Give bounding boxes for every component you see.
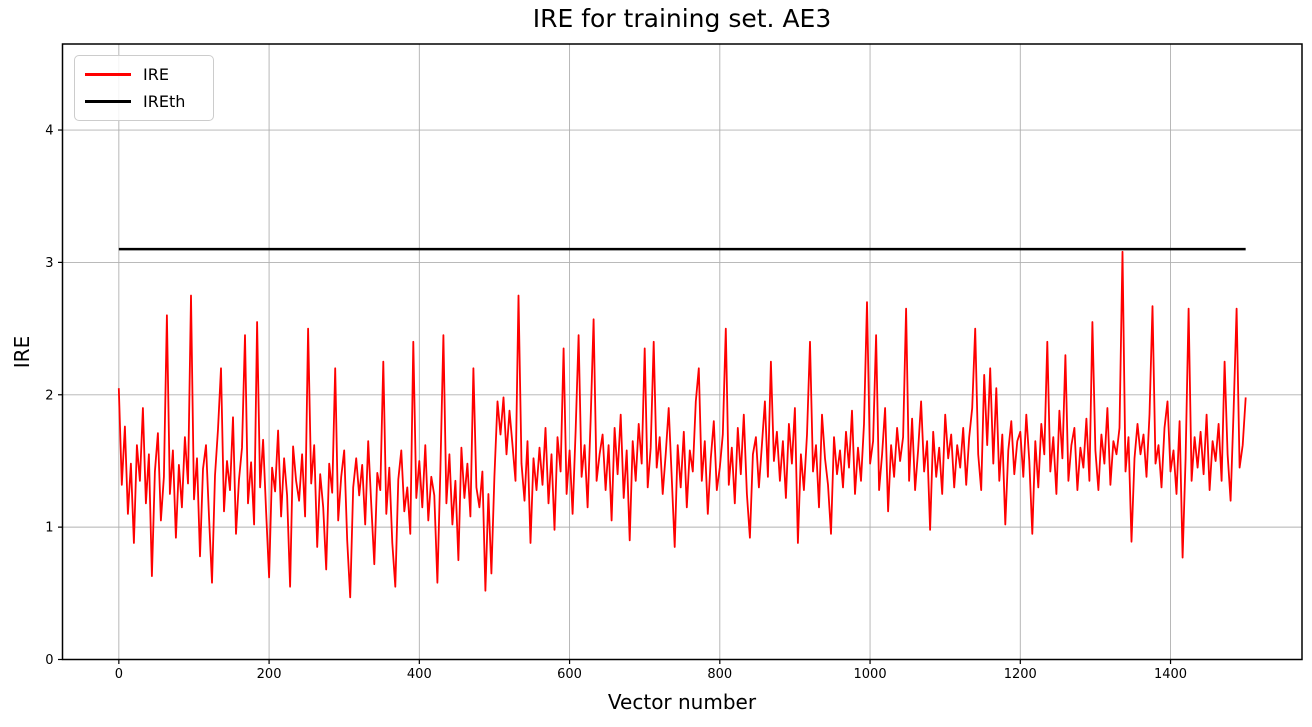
x-tick-label: 600 — [557, 667, 582, 682]
chart-title: IRE for training set. AE3 — [532, 4, 832, 33]
ire-line-swatch — [85, 73, 131, 76]
x-tick-label: 200 — [257, 667, 282, 682]
y-tick-label: 0 — [45, 653, 53, 668]
x-tick-label: 1400 — [1154, 667, 1187, 682]
plot-spines — [61, 43, 1303, 661]
legend-item-ire: IRE — [85, 65, 203, 84]
ireth-line-swatch — [85, 100, 131, 103]
x-tick-label: 800 — [707, 667, 732, 682]
x-tick-label: 400 — [407, 667, 432, 682]
y-tick-label: 1 — [45, 521, 53, 536]
legend: IRE IREth — [74, 55, 214, 121]
y-tick-label: 4 — [45, 124, 53, 139]
x-tick-label: 1200 — [1004, 667, 1037, 682]
y-tick-label: 2 — [45, 388, 53, 403]
legend-item-ireth: IREth — [85, 92, 203, 111]
legend-label-ire: IRE — [143, 65, 169, 84]
x-axis-label: Vector number — [607, 690, 757, 714]
ire-series-line — [117, 250, 1247, 599]
y-tick-label: 3 — [45, 256, 53, 271]
y-axis-label: IRE — [10, 335, 34, 369]
x-tick-label: 1000 — [854, 667, 887, 682]
legend-label-ireth: IREth — [143, 92, 186, 111]
x-tick-label: 0 — [115, 667, 123, 682]
